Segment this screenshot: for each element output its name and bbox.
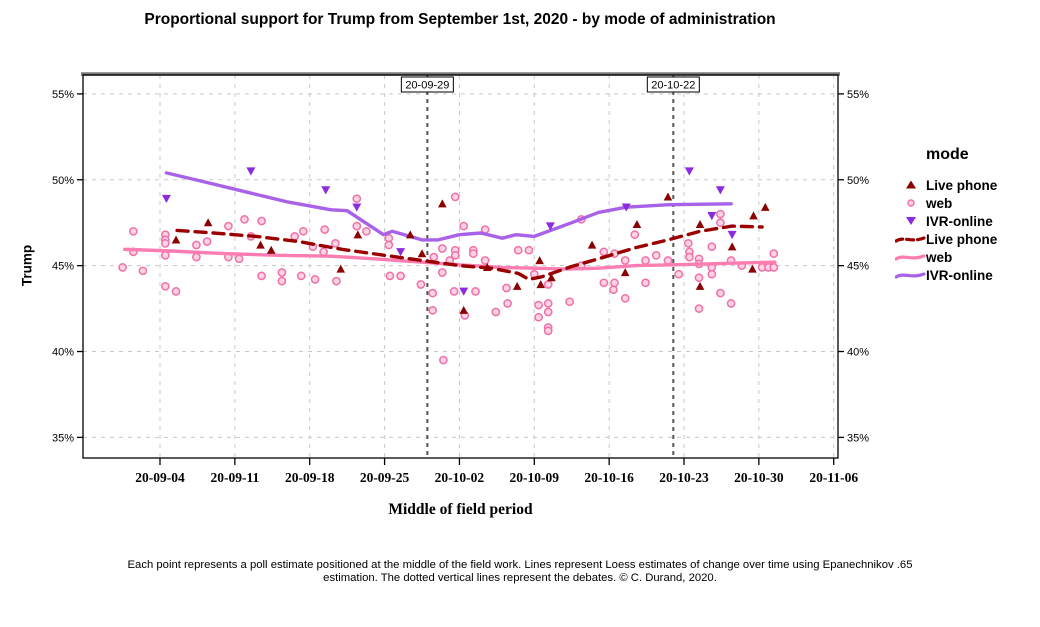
legend-title: mode (926, 146, 969, 163)
y-tick-label-right: 45% (847, 261, 869, 273)
y-tick-label-right: 55% (847, 89, 869, 101)
y-tick-label: 35% (52, 432, 74, 444)
dashed-line-icon (895, 233, 926, 245)
legend-label: IVR-online (926, 267, 993, 283)
legend: mode Live phone web IVR-online Live phon… (895, 146, 997, 284)
debate-label: 20-10-22 (651, 80, 695, 92)
legend-label: Live phone (926, 231, 998, 247)
legend-item-ivr-line: IVR-online (895, 266, 997, 284)
purple-line-icon (895, 269, 926, 281)
legend-item-web-points: web (895, 194, 997, 212)
x-tick-label: 20-09-25 (360, 470, 410, 485)
x-tick-label: 20-10-23 (659, 470, 709, 485)
x-tick-label: 20-10-30 (734, 470, 784, 485)
x-tick-label: 20-09-18 (285, 470, 335, 485)
chart-title: Proportional support for Trump from Sept… (144, 11, 776, 28)
x-axis-title: Middle of field period (388, 501, 533, 518)
pink-line-icon (895, 251, 926, 263)
legend-item-ivr-points: IVR-online (895, 212, 997, 230)
triangle-down-icon (895, 216, 926, 226)
y-tick-label: 40% (52, 347, 74, 359)
x-tick-label: 20-10-02 (435, 470, 485, 485)
legend-item-web-line: web (895, 248, 997, 266)
x-tick-label: 20-09-11 (210, 470, 259, 485)
y-tick-label: 45% (52, 261, 74, 273)
web-points (118, 192, 779, 365)
y-tick-label-right: 50% (847, 175, 869, 187)
y-tick-label: 50% (52, 175, 74, 187)
x-tick-label: 20-10-16 (584, 470, 634, 485)
loess-lines (123, 171, 777, 282)
circle-icon (895, 198, 926, 208)
legend-label: Live phone (926, 177, 998, 193)
triangle-up-icon (895, 180, 926, 190)
legend-item-live-phone-points: Live phone (895, 176, 997, 194)
footnote-line-1: Each point represents a poll estimate po… (127, 559, 913, 571)
y-tick-label-right: 40% (847, 347, 869, 359)
debate-labels: 20-09-29 20-10-22 (400, 76, 700, 93)
phone-ivr-points (161, 167, 770, 314)
legend-item-live-phone-line: Live phone (895, 230, 997, 248)
legend-label: web (926, 249, 953, 265)
footnote-line-2: estimation. The dotted vertical lines re… (323, 571, 717, 584)
legend-label: web (926, 195, 953, 211)
x-tick-label: 20-09-04 (135, 470, 185, 485)
y-tick-label-right: 35% (847, 432, 869, 444)
axes-frame: 35% 35% 40% 40% 45% 45% 50% 50% 55% 55% 20-09-04 20… (52, 72, 869, 485)
x-tick-label: 20-11-06 (809, 470, 858, 485)
footnote: Each point represents a poll estimate po… (0, 559, 1040, 584)
debate-label: 20-09-29 (405, 80, 449, 92)
y-axis-title: Trump (19, 244, 35, 287)
x-tick-label: 20-10-09 (510, 470, 560, 485)
y-tick-label: 55% (52, 89, 74, 101)
legend-label: IVR-online (926, 213, 993, 229)
